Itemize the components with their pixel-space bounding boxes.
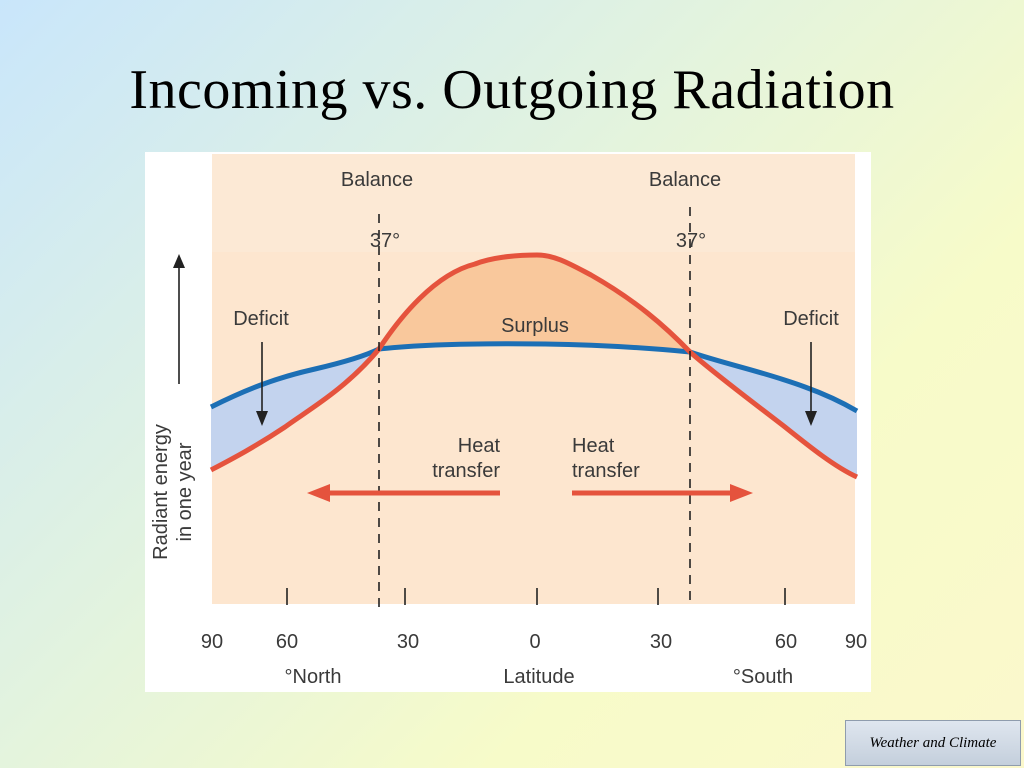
- deficit-pointer-north-head: [256, 411, 268, 426]
- x-tick-label-30-south: 30: [650, 631, 672, 653]
- heat-transfer-south-line1: Heat: [572, 435, 615, 457]
- heat-transfer-north-line2: transfer: [432, 460, 500, 482]
- radiation-balance-diagram: Balance Balance 37° 37° Surplus Deficit …: [145, 152, 871, 692]
- north-label: °North: [285, 666, 342, 688]
- balance-latitude-south: 37°: [676, 230, 706, 252]
- deficit-label-north: Deficit: [233, 308, 289, 330]
- x-tick-label-30-north: 30: [397, 631, 419, 653]
- latitude-label: Latitude: [503, 666, 574, 688]
- y-axis-label-line2: in one year: [174, 442, 196, 541]
- x-tick-label-60-north: 60: [276, 631, 298, 653]
- x-tick-label-0: 0: [529, 631, 540, 653]
- x-tick-label-90-south: 90: [845, 631, 867, 653]
- deficit-pointer-south-head: [805, 411, 817, 426]
- y-axis-label-line1: Radiant energy: [150, 424, 172, 560]
- heat-transfer-arrow-north-head: [307, 484, 330, 502]
- surplus-label: Surplus: [501, 315, 569, 337]
- outgoing-radiation-curve: [209, 341, 859, 414]
- x-tick-label-60-south: 60: [775, 631, 797, 653]
- balance-label-south: Balance: [649, 169, 721, 191]
- footer-text: Weather and Climate: [869, 734, 997, 751]
- slide-title: Incoming vs. Outgoing Radiation: [129, 59, 895, 121]
- header-band: [212, 154, 855, 252]
- balance-latitude-north: 37°: [370, 230, 400, 252]
- incoming-radiation-curve: [209, 252, 859, 480]
- y-axis-arrow-head: [173, 254, 185, 268]
- balance-label-north: Balance: [341, 169, 413, 191]
- footer-badge: Weather and Climate: [845, 720, 1021, 766]
- heat-transfer-north-line1: Heat: [458, 435, 501, 457]
- deficit-area-north: [211, 349, 379, 470]
- heat-transfer-arrow-south-head: [730, 484, 753, 502]
- heat-transfer-south-line2: transfer: [572, 460, 640, 482]
- surplus-area: [379, 255, 690, 352]
- x-tick-label-90-north: 90: [201, 631, 223, 653]
- south-label: °South: [733, 666, 793, 688]
- diagram-svg: Balance Balance 37° 37° Surplus Deficit …: [150, 154, 867, 688]
- deficit-label-south: Deficit: [783, 308, 839, 330]
